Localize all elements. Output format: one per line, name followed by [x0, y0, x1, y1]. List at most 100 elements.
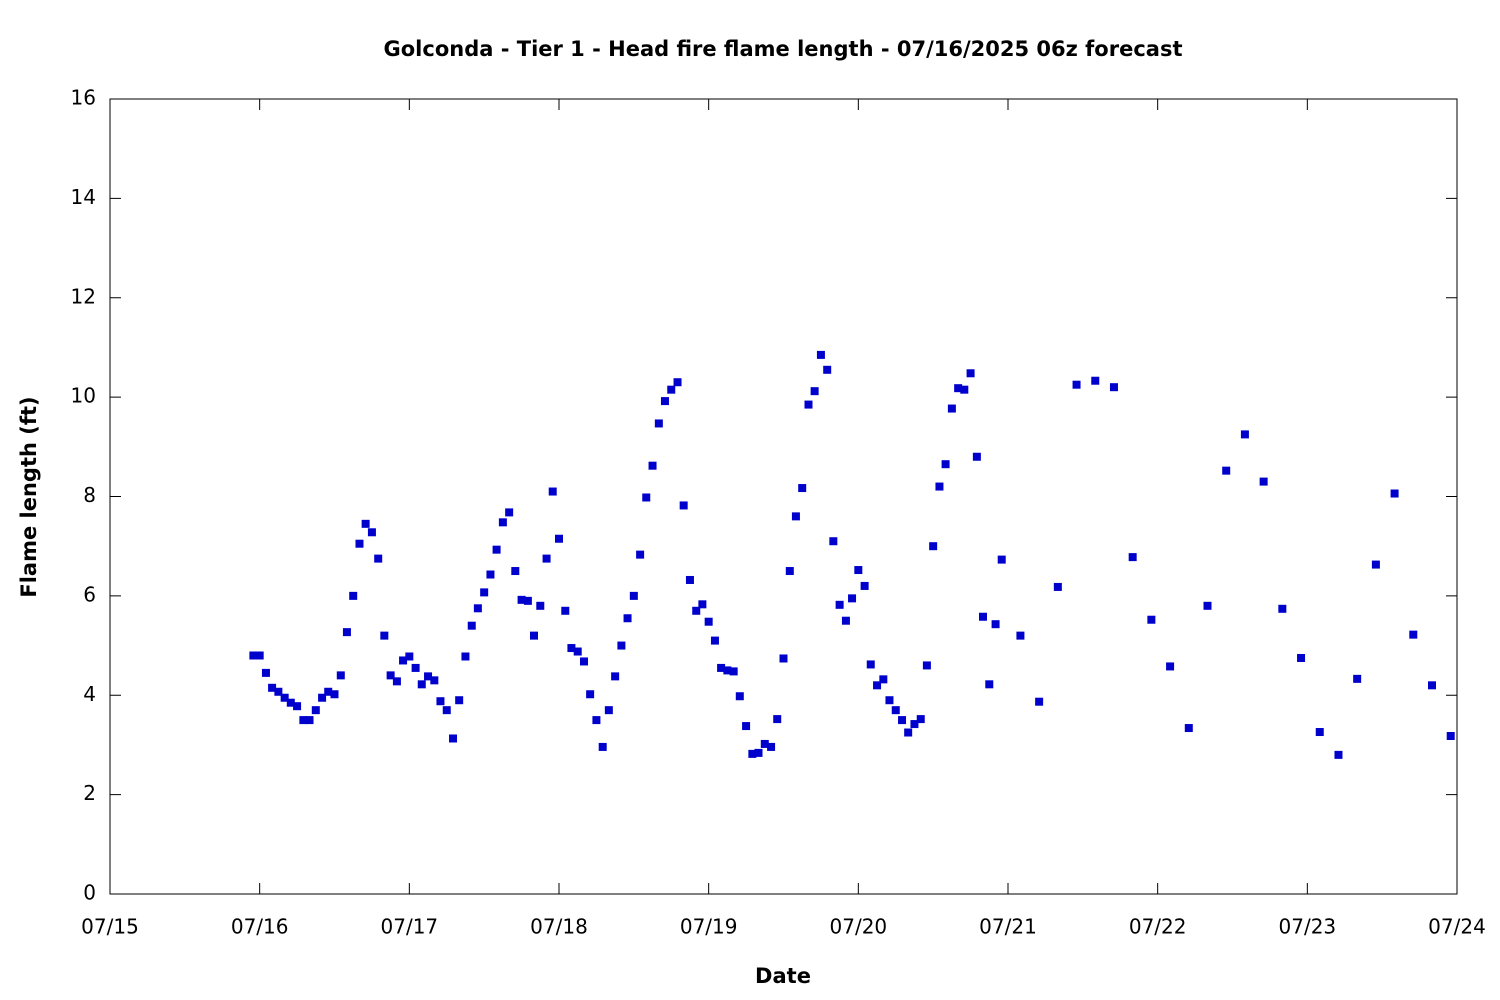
x-tick-label: 07/22 — [1129, 915, 1187, 939]
data-point — [1222, 466, 1231, 475]
data-point — [405, 652, 414, 661]
data-point — [442, 706, 451, 715]
data-point — [542, 554, 551, 563]
data-point — [293, 702, 302, 711]
data-point — [773, 715, 782, 724]
data-point — [779, 654, 788, 663]
data-point — [399, 656, 408, 665]
y-tick-label: 2 — [83, 781, 96, 805]
data-point — [935, 482, 944, 491]
x-tick-label: 07/18 — [530, 915, 588, 939]
data-point — [941, 460, 950, 469]
data-point — [1409, 630, 1418, 639]
data-point — [1428, 681, 1437, 690]
data-point — [1446, 731, 1455, 740]
y-tick-label: 16 — [71, 86, 96, 110]
data-point — [324, 687, 333, 696]
data-point — [979, 612, 988, 621]
data-point — [798, 484, 807, 493]
data-point — [1147, 615, 1156, 624]
data-point — [748, 749, 757, 758]
data-point — [592, 716, 601, 725]
data-point — [1278, 604, 1287, 613]
data-point — [355, 539, 364, 548]
data-point — [966, 369, 975, 378]
data-point — [286, 698, 295, 707]
data-point — [860, 581, 869, 590]
data-point — [1091, 376, 1100, 385]
data-point — [274, 687, 283, 696]
data-point — [1016, 631, 1025, 640]
data-point — [898, 716, 907, 725]
x-tick-label: 07/19 — [680, 915, 738, 939]
data-point — [386, 671, 395, 680]
data-point — [916, 715, 925, 724]
data-point — [1203, 601, 1212, 610]
data-point — [723, 666, 732, 675]
data-point — [318, 693, 327, 702]
data-point — [904, 728, 913, 737]
data-point — [530, 631, 539, 640]
data-point — [424, 672, 433, 681]
data-point — [679, 501, 688, 510]
x-tick-label: 07/20 — [830, 915, 888, 939]
data-point — [685, 575, 694, 584]
data-point — [449, 734, 458, 743]
data-point — [586, 690, 595, 699]
data-point — [336, 671, 345, 680]
data-point — [735, 692, 744, 701]
data-point — [548, 487, 557, 496]
data-point — [486, 570, 495, 579]
data-point — [611, 672, 620, 681]
data-point — [742, 722, 751, 731]
data-point — [1315, 728, 1324, 737]
data-point — [760, 739, 769, 748]
data-point — [573, 647, 582, 656]
data-point — [579, 657, 588, 666]
data-point — [1297, 653, 1306, 662]
data-point — [629, 591, 638, 600]
data-point — [823, 365, 832, 374]
data-point — [1072, 380, 1081, 389]
y-tick-label: 14 — [71, 185, 96, 209]
data-point — [922, 661, 931, 670]
data-point — [617, 641, 626, 650]
data-point — [268, 683, 277, 692]
data-point — [430, 676, 439, 685]
data-point — [305, 716, 314, 725]
data-point — [835, 600, 844, 609]
data-point — [910, 720, 919, 729]
data-point — [455, 696, 464, 705]
x-tick-label: 07/16 — [231, 915, 289, 939]
data-point — [467, 621, 476, 630]
x-axis-title: Date — [755, 964, 811, 988]
data-point — [985, 680, 994, 689]
y-tick-label: 10 — [71, 384, 96, 408]
data-point — [311, 706, 320, 715]
data-point — [349, 591, 358, 600]
data-point — [660, 397, 669, 406]
data-point — [523, 596, 532, 605]
data-point — [692, 606, 701, 615]
data-point — [960, 385, 969, 394]
data-point — [361, 519, 370, 528]
data-point — [854, 566, 863, 575]
plot-frame — [109, 98, 1458, 895]
data-point — [673, 378, 682, 387]
data-point — [885, 696, 894, 705]
data-point — [810, 387, 819, 396]
data-point — [829, 537, 838, 546]
data-point — [1240, 430, 1249, 439]
y-tick-label: 4 — [83, 682, 96, 706]
data-point — [1334, 750, 1343, 759]
data-point — [536, 601, 545, 610]
data-point — [954, 384, 963, 393]
data-point — [785, 567, 794, 576]
data-point — [505, 508, 514, 517]
data-point — [255, 651, 264, 660]
data-point — [598, 742, 607, 751]
data-point — [511, 567, 520, 576]
x-tick-label: 07/21 — [979, 915, 1037, 939]
data-point — [498, 518, 507, 527]
